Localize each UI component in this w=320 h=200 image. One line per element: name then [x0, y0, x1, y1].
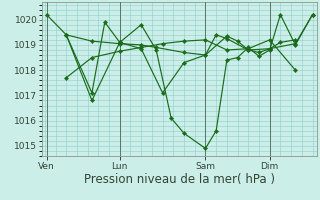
- X-axis label: Pression niveau de la mer( hPa ): Pression niveau de la mer( hPa ): [84, 173, 275, 186]
